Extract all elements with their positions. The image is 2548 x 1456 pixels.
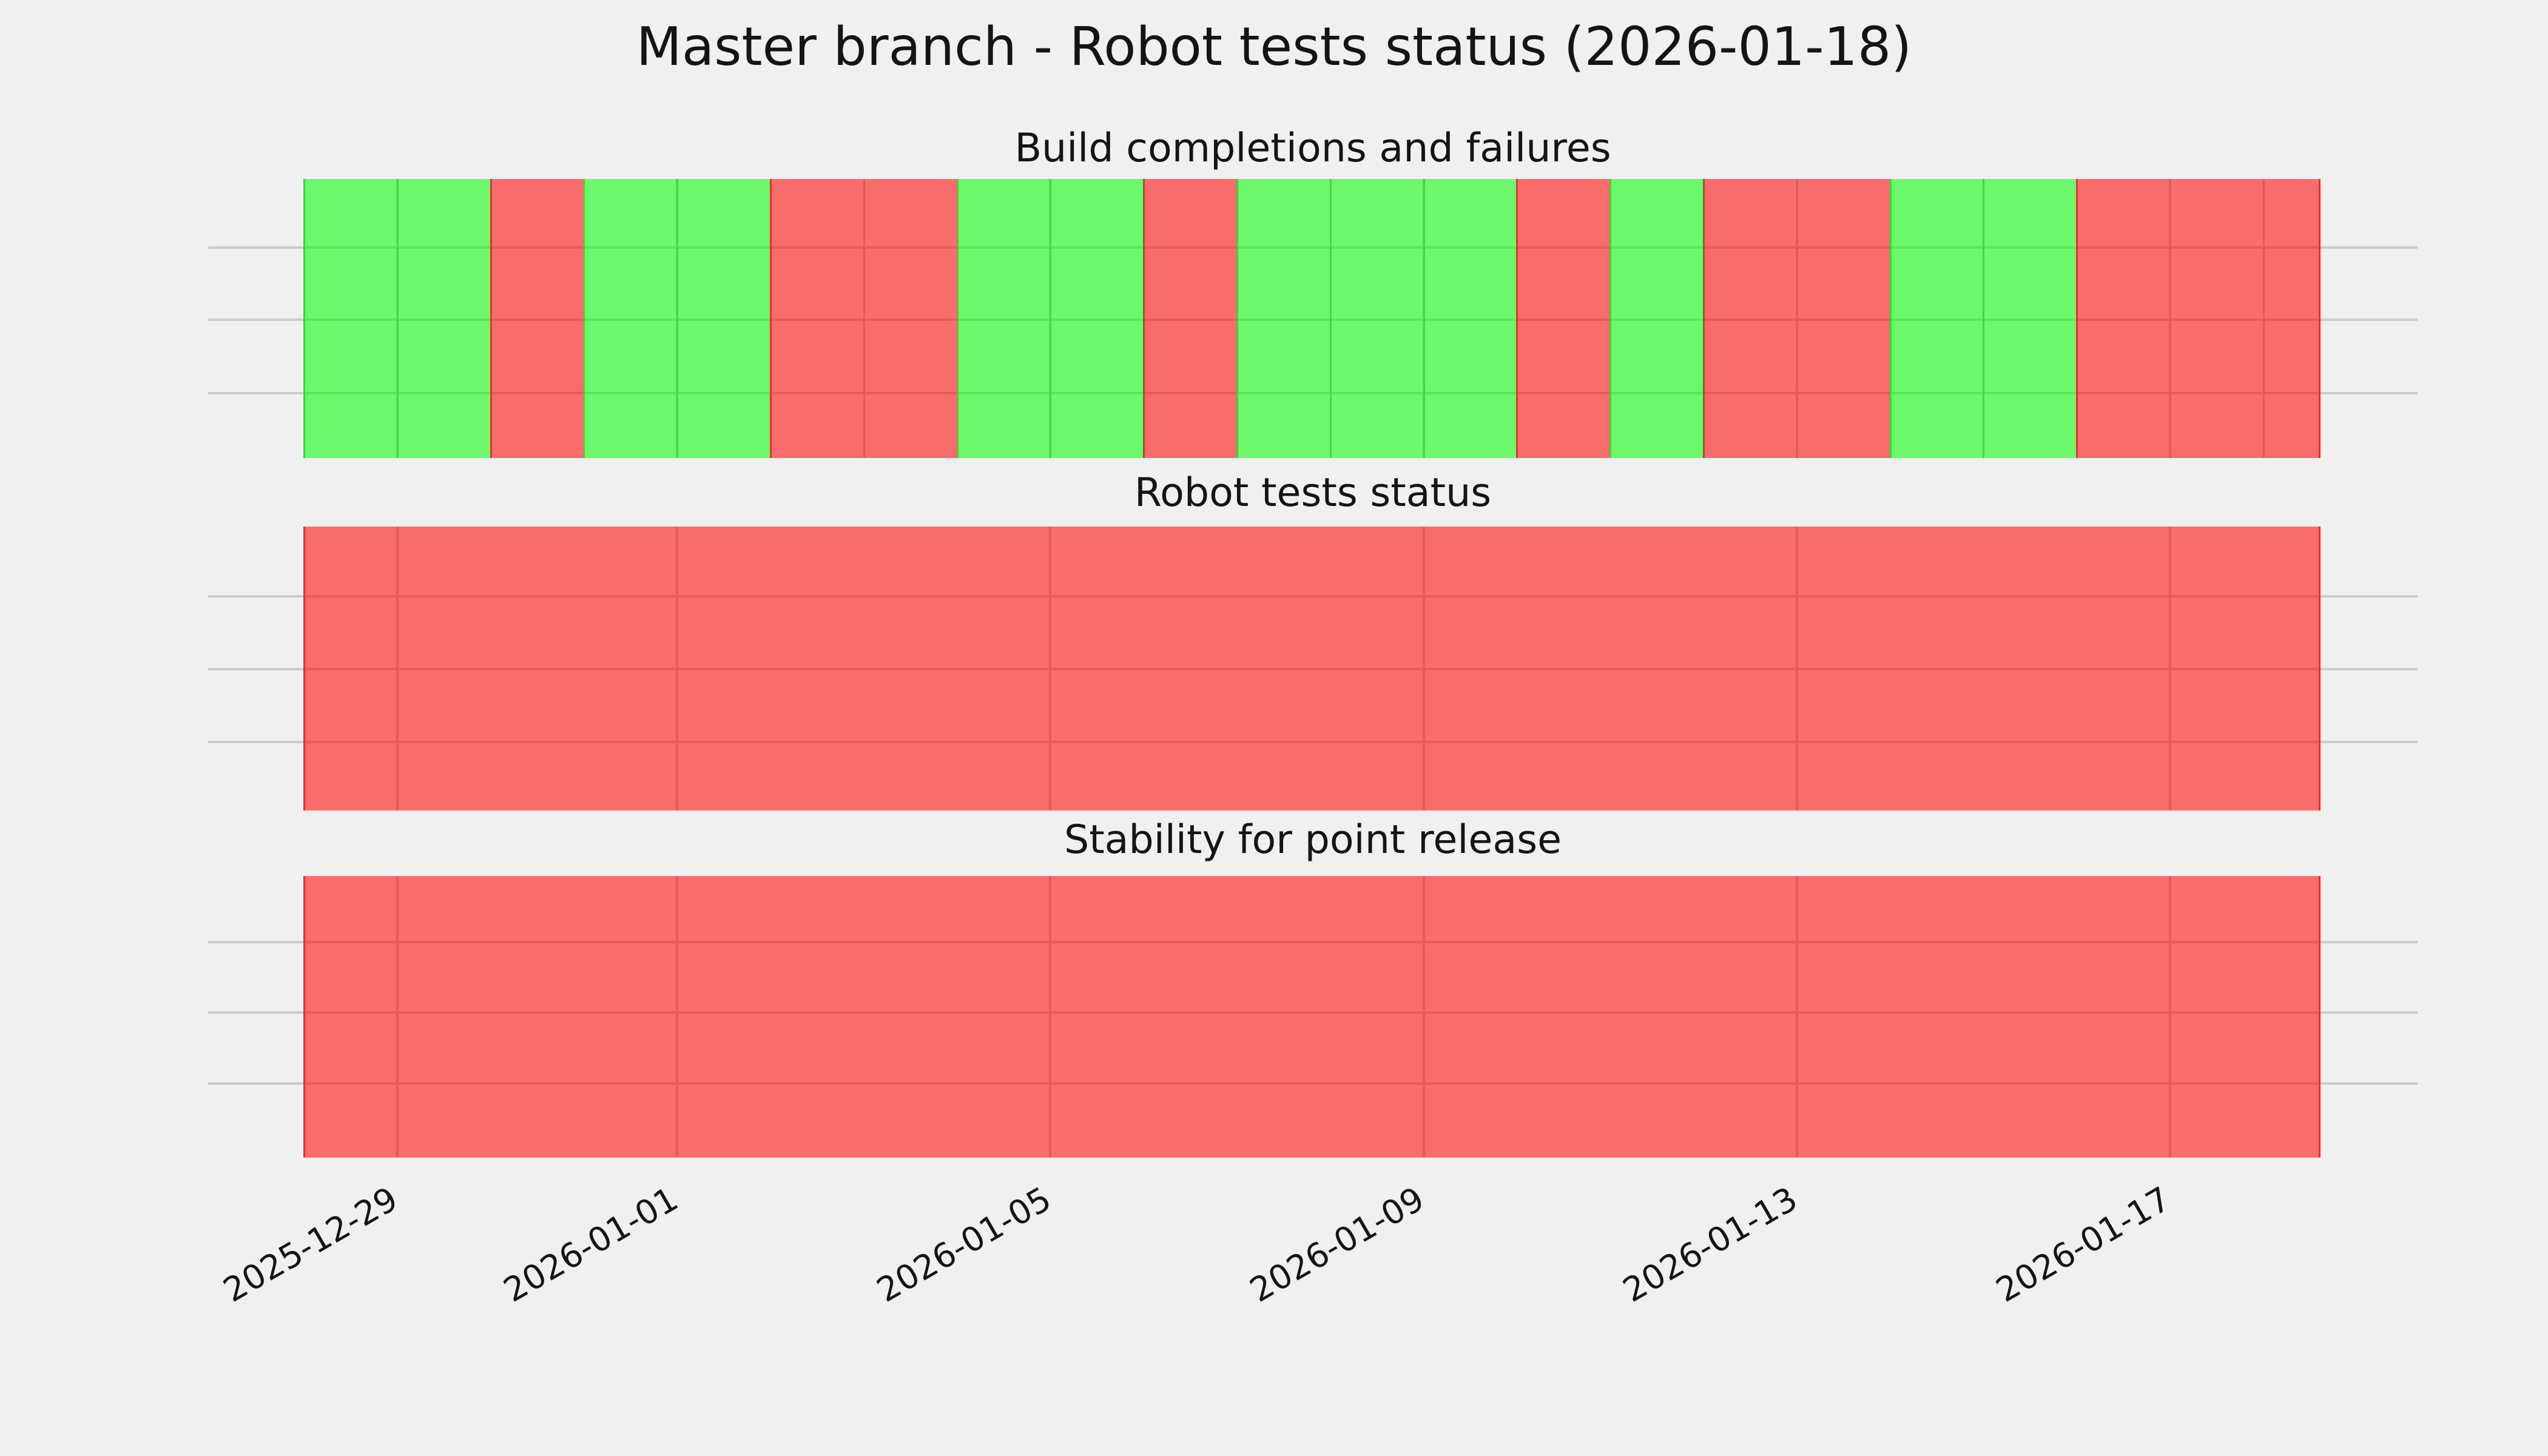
- bar-edge: [1329, 179, 1332, 458]
- bar-edge: [303, 527, 305, 811]
- status-bar-pass: [304, 179, 397, 458]
- bar-edge: [2319, 876, 2320, 1158]
- bar-edge: [1983, 179, 1985, 458]
- status-bar-fail: [1796, 179, 1890, 458]
- status-bar-pass: [1330, 179, 1424, 458]
- bar-edge: [956, 179, 959, 458]
- status-bar-pass: [1237, 179, 1330, 458]
- bar-edge: [2319, 179, 2320, 458]
- status-bar-fail: [770, 179, 864, 458]
- bar-edge: [1143, 179, 1145, 458]
- status-bar-pass: [677, 179, 770, 458]
- bar-edge: [1516, 179, 1518, 458]
- subplot-title-build: Build completions and failures: [1014, 126, 1611, 171]
- bar-edge: [1796, 179, 1798, 458]
- status-bar-fail: [2170, 179, 2263, 458]
- status-bar-fail: [1517, 179, 1611, 458]
- bar-edge: [2169, 179, 2171, 458]
- x-tick-label: 2026-01-09: [1243, 1179, 1431, 1310]
- status-bar-fail: [304, 876, 2319, 1158]
- x-tick-label: 2025-12-29: [217, 1179, 405, 1310]
- axes-robot-tests: [208, 527, 2418, 811]
- bar-edge: [303, 179, 305, 458]
- status-bar-pass: [584, 179, 678, 458]
- bar-edge: [303, 876, 305, 1158]
- x-tick-label: 2026-01-05: [870, 1179, 1057, 1310]
- status-bar-fail: [490, 179, 584, 458]
- bar-edge: [1609, 179, 1612, 458]
- axes-build-completions: [208, 179, 2418, 458]
- status-bar-pass: [1050, 179, 1144, 458]
- figure-title: Master branch - Robot tests status (2026…: [636, 16, 1912, 78]
- bar-edge: [396, 179, 399, 458]
- axes-stability: [208, 876, 2418, 1158]
- bar-edge: [676, 179, 679, 458]
- status-bar-pass: [1610, 179, 1704, 458]
- subplot-title-stability: Stability for point release: [1063, 817, 1562, 863]
- status-bar-pass: [1423, 179, 1517, 458]
- bar-edge: [2262, 179, 2265, 458]
- status-bar-fail: [1704, 179, 1797, 458]
- bar-edge: [1889, 179, 1892, 458]
- status-bar-pass: [397, 179, 491, 458]
- bar-edge: [1236, 179, 1238, 458]
- x-tick-label: 2026-01-17: [1989, 1179, 2177, 1310]
- bar-edge: [1050, 179, 1052, 458]
- status-bar-fail: [1144, 179, 1237, 458]
- bar-edge: [2076, 179, 2078, 458]
- status-bar-pass: [1983, 179, 2077, 458]
- bar-edge: [770, 179, 772, 458]
- bar-edge: [583, 179, 585, 458]
- status-bar-pass: [957, 179, 1051, 458]
- status-bar-fail: [2263, 179, 2319, 458]
- bar-edge: [1423, 179, 1425, 458]
- bar-edge: [863, 179, 865, 458]
- status-bar-fail: [863, 179, 957, 458]
- bar-edge: [490, 179, 492, 458]
- x-tick-label: 2026-01-13: [1616, 1179, 1804, 1310]
- status-bar-fail: [2077, 179, 2170, 458]
- status-bar-pass: [1890, 179, 1984, 458]
- subplot-title-robot: Robot tests status: [1134, 470, 1492, 516]
- bar-edge: [2319, 527, 2320, 811]
- bar-edge: [1703, 179, 1705, 458]
- status-bar-fail: [304, 527, 2319, 811]
- x-tick-label: 2026-01-01: [496, 1179, 684, 1310]
